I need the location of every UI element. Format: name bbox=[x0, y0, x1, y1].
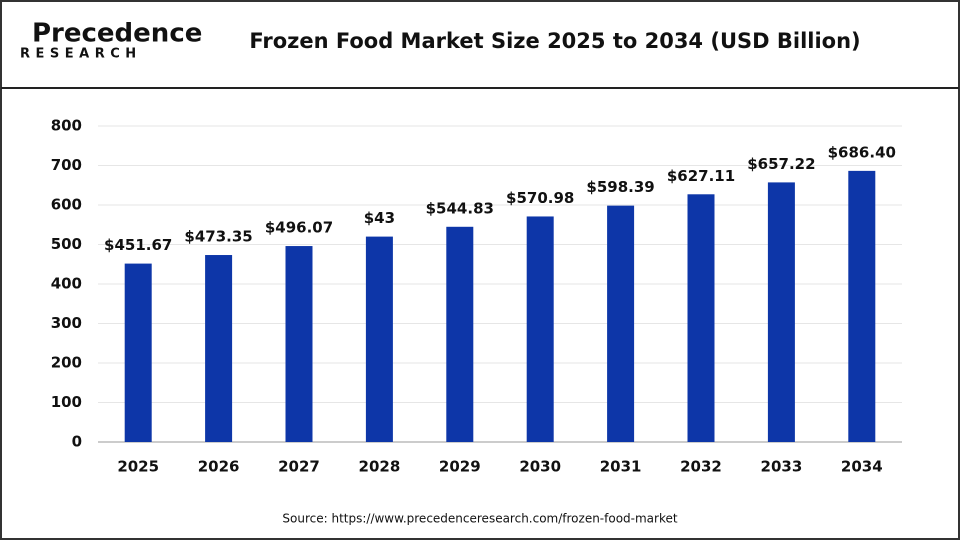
value-label: $496.07 bbox=[265, 219, 333, 237]
bar bbox=[848, 170, 876, 442]
bar bbox=[767, 182, 795, 442]
value-label: $570.98 bbox=[506, 189, 574, 207]
bar bbox=[526, 216, 554, 442]
bar bbox=[446, 226, 474, 442]
y-tick-label: 100 bbox=[51, 393, 82, 411]
y-tick-label: 800 bbox=[51, 117, 82, 135]
source: Source: https://www.precedenceresearch.c… bbox=[282, 512, 677, 526]
x-tick-label: 2031 bbox=[600, 458, 642, 476]
value-label: $686.40 bbox=[828, 143, 896, 161]
bar bbox=[124, 263, 152, 442]
value-label: $627.11 bbox=[667, 167, 735, 185]
logo-tagline: RESEARCH bbox=[20, 47, 142, 62]
logo-name: Precedence bbox=[32, 19, 202, 49]
bar bbox=[365, 236, 393, 442]
y-tick-label: 400 bbox=[51, 275, 82, 293]
y-tick-label: 700 bbox=[51, 156, 82, 174]
value-label: $598.39 bbox=[586, 178, 654, 196]
x-tick-label: 2026 bbox=[198, 458, 240, 476]
bar bbox=[205, 255, 233, 442]
y-tick-label: 600 bbox=[51, 196, 82, 214]
bar bbox=[607, 205, 635, 442]
x-tick-label: 2025 bbox=[117, 458, 159, 476]
x-tick-label: 2033 bbox=[761, 458, 803, 476]
x-tick-label: 2032 bbox=[680, 458, 722, 476]
x-tick-label: 2029 bbox=[439, 458, 481, 476]
x-tick-label: 2027 bbox=[278, 458, 320, 476]
chart-title: Frozen Food Market Size 2025 to 2034 (US… bbox=[249, 29, 860, 53]
y-tick-label: 300 bbox=[51, 314, 82, 332]
x-tick-label: 2028 bbox=[359, 458, 401, 476]
x-tick-label: 2030 bbox=[519, 458, 561, 476]
y-tick-label: 200 bbox=[51, 354, 82, 372]
bar bbox=[687, 194, 715, 442]
y-tick-label: 500 bbox=[51, 235, 82, 253]
value-label: $451.67 bbox=[104, 236, 172, 254]
value-label: $544.83 bbox=[426, 199, 494, 217]
value-label: $657.22 bbox=[747, 155, 815, 173]
value-label: $43 bbox=[364, 209, 395, 227]
x-tick-label: 2034 bbox=[841, 458, 883, 476]
y-tick-label: 0 bbox=[72, 433, 82, 451]
bar bbox=[285, 246, 313, 442]
value-label: $473.35 bbox=[184, 228, 252, 246]
